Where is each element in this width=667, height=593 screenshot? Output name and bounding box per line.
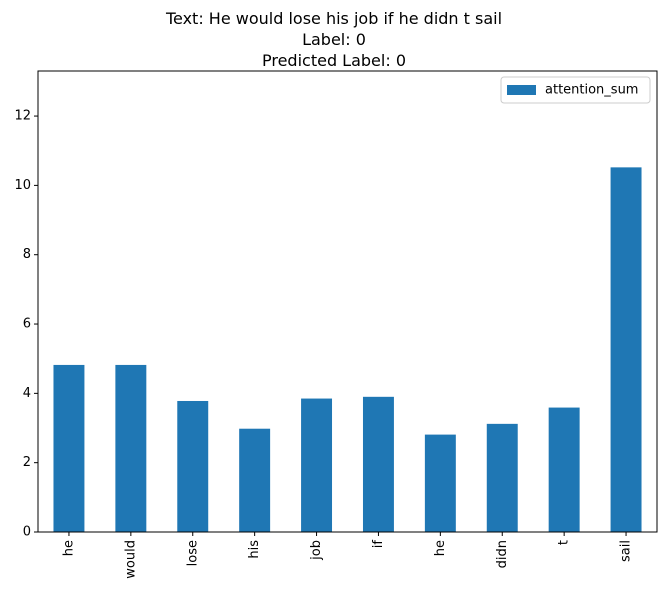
x-tick-label: t bbox=[557, 540, 572, 545]
bar-6 bbox=[362, 396, 394, 532]
legend-box bbox=[500, 76, 651, 104]
x-tick-label: his bbox=[247, 540, 262, 559]
y-tick-label: 8 bbox=[23, 247, 31, 262]
y-tick-label: 10 bbox=[14, 178, 31, 193]
x-tick-label: didn bbox=[495, 540, 510, 568]
chart-title-line: Predicted Label: 0 bbox=[262, 51, 406, 70]
bar-group bbox=[53, 167, 642, 532]
bar-10 bbox=[610, 167, 642, 532]
y-tick-label: 4 bbox=[23, 386, 31, 401]
bar-8 bbox=[486, 423, 518, 532]
chart-title: Text: He would lose his job if he didn t… bbox=[165, 9, 502, 70]
chart-title-line: Text: He would lose his job if he didn t… bbox=[165, 9, 502, 28]
x-axis: he would lose his job if he didn t sail bbox=[61, 532, 634, 579]
y-tick-label: 6 bbox=[23, 317, 31, 332]
x-tick-label: lose bbox=[185, 540, 200, 566]
y-tick-label: 12 bbox=[14, 109, 31, 124]
legend-label: attention_sum bbox=[545, 83, 638, 98]
bar-1 bbox=[53, 364, 85, 532]
x-tick-label: he bbox=[433, 540, 448, 556]
bar-7 bbox=[424, 434, 456, 532]
plot-frame bbox=[37, 70, 658, 533]
legend: attention_sum bbox=[500, 76, 651, 104]
bar-5 bbox=[301, 398, 333, 532]
y-axis: 0 2 4 6 8 10 12 bbox=[14, 109, 38, 540]
x-tick-label: he bbox=[61, 540, 76, 556]
x-tick-label: would bbox=[123, 540, 138, 579]
x-tick-label: sail bbox=[619, 540, 634, 562]
bar-4 bbox=[239, 428, 271, 532]
legend-swatch bbox=[507, 85, 536, 95]
x-tick-label: job bbox=[309, 540, 324, 561]
bar-3 bbox=[177, 400, 209, 532]
bar-2 bbox=[115, 364, 147, 532]
bar-9 bbox=[548, 407, 580, 532]
x-tick-label: if bbox=[371, 540, 386, 549]
y-tick-label: 2 bbox=[23, 455, 31, 470]
chart-title-line: Label: 0 bbox=[302, 30, 366, 49]
y-tick-label: 0 bbox=[23, 525, 31, 540]
